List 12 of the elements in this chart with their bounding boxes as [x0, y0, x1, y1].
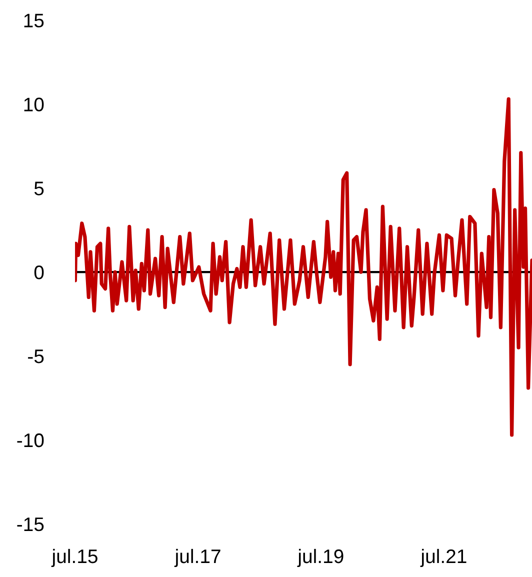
y-tick-label: 0	[34, 266, 44, 280]
x-tick-label: jul.21	[420, 548, 466, 568]
y-tick-label: 5	[34, 182, 44, 196]
y-tick-label: -5	[28, 350, 44, 364]
y-tick-label: 15	[24, 14, 44, 28]
x-tick-label: jul.19	[297, 548, 344, 568]
y-tick-label: -10	[17, 433, 44, 448]
y-tick-label: 10	[24, 98, 44, 112]
x-tick-label: jul.17	[174, 548, 220, 568]
y-tick-label: -15	[17, 518, 44, 532]
x-tick-label: jul.15	[51, 548, 98, 568]
line-series	[75, 97, 532, 437]
